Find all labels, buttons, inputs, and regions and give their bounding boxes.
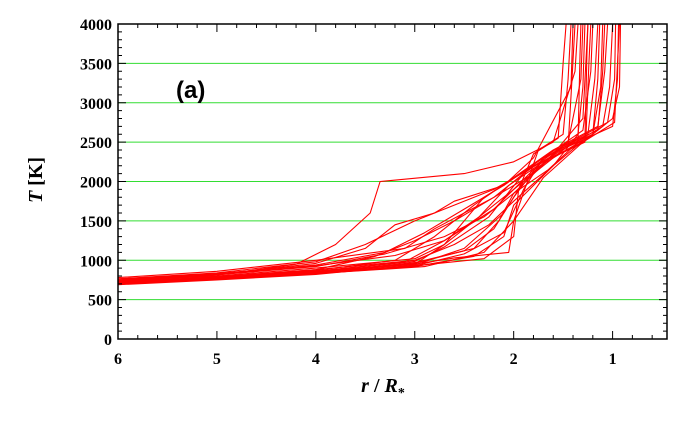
x-axis-label-sub: * bbox=[398, 386, 405, 401]
series-line-22 bbox=[117, 23, 606, 284]
y-tick-label: 500 bbox=[88, 293, 112, 310]
series-line-16 bbox=[117, 23, 592, 283]
x-tick-label: 3 bbox=[411, 351, 419, 368]
x-axis-label-sep: / bbox=[369, 375, 385, 397]
series-line-15 bbox=[117, 23, 582, 281]
series-line-21 bbox=[117, 23, 614, 280]
y-tick-label: 2500 bbox=[80, 135, 112, 152]
x-tick-label: 1 bbox=[609, 351, 617, 368]
x-tick-label: 2 bbox=[510, 351, 518, 368]
y-tick-label: 3500 bbox=[80, 56, 112, 73]
y-tick-label: 3000 bbox=[80, 96, 112, 113]
x-axis-label-var: r bbox=[361, 375, 369, 397]
series-line-9 bbox=[117, 23, 572, 283]
x-tick-label: 4 bbox=[312, 351, 320, 368]
series-line-2 bbox=[117, 23, 594, 284]
series-line-3 bbox=[117, 23, 584, 283]
x-tick-label: 6 bbox=[114, 351, 122, 368]
series-line-12 bbox=[117, 23, 589, 282]
y-tick-label: 2000 bbox=[80, 175, 112, 192]
x-axis-label-subvar: R bbox=[384, 375, 398, 397]
series-line-4 bbox=[117, 23, 579, 283]
gridlines bbox=[118, 62, 667, 301]
y-tick-label: 0 bbox=[104, 332, 112, 349]
series-line-19 bbox=[117, 23, 620, 285]
y-axis-label: T [K] bbox=[25, 157, 47, 203]
y-tick-label: 4000 bbox=[80, 17, 112, 34]
series-line-10 bbox=[117, 23, 567, 285]
series-line-11 bbox=[117, 23, 599, 280]
series-line-7 bbox=[117, 23, 617, 286]
plot-frame bbox=[117, 23, 668, 340]
tick-labels: 6 5 4 3 2 1 0 500 1000 1500 2000 2500 3000 3500 4000 bbox=[80, 17, 617, 368]
series-lines bbox=[117, 23, 622, 286]
panel-label: (a) bbox=[176, 77, 205, 104]
y-axis-label-unit: [K] bbox=[25, 157, 47, 191]
y-axis-label-var: T bbox=[25, 190, 47, 203]
x-axis-label: r / R* bbox=[361, 375, 405, 401]
y-tick-label: 1000 bbox=[80, 253, 112, 270]
series-line-20 bbox=[117, 23, 589, 281]
x-tick-label: 5 bbox=[213, 351, 221, 368]
series-line-5 bbox=[117, 23, 574, 282]
series-line-18 bbox=[117, 23, 576, 279]
y-tick-label: 1500 bbox=[80, 214, 112, 231]
series-line-17 bbox=[117, 23, 601, 285]
